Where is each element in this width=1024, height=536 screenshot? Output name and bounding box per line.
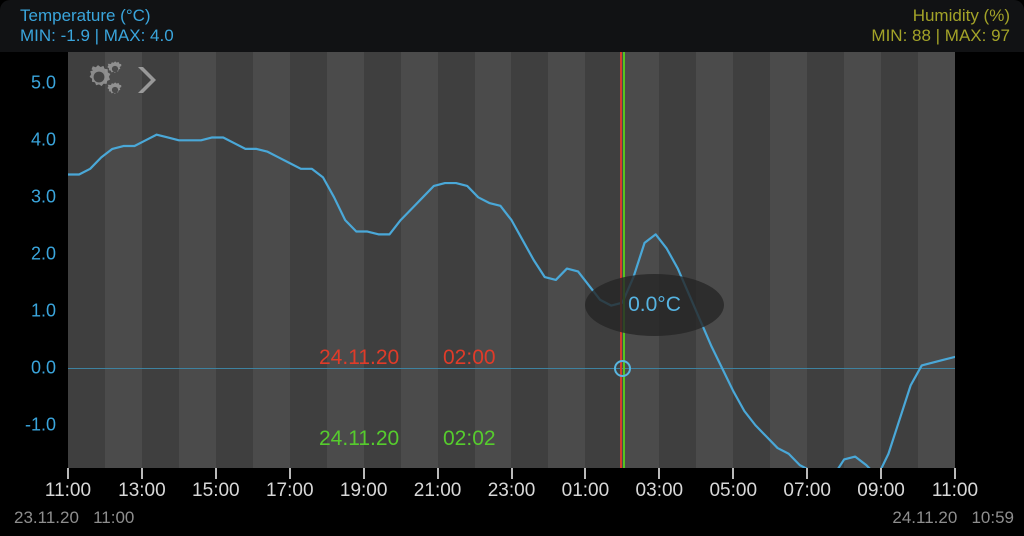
y-axis: 5.0 4.0 3.0 2.0 1.0 0.0 -1.0 — [0, 52, 68, 468]
y-axis-tick-label: 1.0 — [30, 300, 56, 321]
x-axis-tick-label: 09:00 — [857, 480, 905, 501]
x-axis-tick — [880, 468, 883, 479]
annotation-green-date: 24.11.20 — [319, 427, 400, 450]
humidity-title: Humidity (%) — [912, 6, 1010, 25]
x-axis-tick-label: 15:00 — [192, 480, 240, 501]
x-axis-tick — [140, 468, 143, 479]
x-axis-tick — [67, 468, 69, 479]
x-axis-tick — [584, 468, 587, 479]
temperature-title: Temperature (°C) — [20, 6, 151, 25]
x-axis-tick — [510, 468, 513, 479]
hour-band — [474, 52, 512, 468]
y-axis-tick-label: 3.0 — [30, 186, 56, 207]
hour-band — [696, 52, 734, 468]
x-axis-tick — [214, 468, 217, 479]
hour-band — [178, 52, 216, 468]
gears-icon[interactable] — [76, 60, 122, 100]
chart-plot-area[interactable]: 0.0°C 24.11.20 02:00 24.11.20 02:02 — [68, 52, 955, 468]
cursor-timestamp-annotation: 24.11.20 02:00 24.11.20 02:02 — [319, 290, 496, 468]
x-axis-tick-label: 11:00 — [44, 480, 92, 501]
annotation-row-green: 24.11.20 02:02 — [319, 425, 496, 452]
hour-band — [326, 52, 364, 468]
zero-baseline — [68, 368, 955, 370]
hour-band — [252, 52, 290, 468]
hour-band — [104, 52, 142, 468]
annotation-red-time: 02:00 — [443, 346, 496, 369]
tooltip-value: 0.0°C — [628, 293, 681, 316]
x-axis-tick-label: 01:00 — [561, 480, 610, 501]
humidity-legend[interactable]: Humidity (%) MIN: 88 | MAX: 97 — [871, 6, 1010, 46]
chevron-right-icon[interactable] — [134, 64, 156, 96]
hour-band — [400, 52, 438, 468]
annotation-row-red: 24.11.20 02:00 — [319, 344, 496, 371]
humidity-stats: MIN: 88 | MAX: 97 — [871, 26, 1010, 45]
y-axis-tick-label: 2.0 — [30, 243, 56, 264]
y-axis-tick-label: -1.0 — [24, 414, 56, 435]
hour-band — [548, 52, 586, 468]
cursor-line-red[interactable] — [620, 52, 623, 468]
hour-band — [770, 52, 808, 468]
cursor-line-green[interactable] — [623, 52, 626, 468]
x-axis-tick — [806, 468, 809, 479]
x-axis-tick-label: 23:00 — [487, 480, 536, 501]
chart-toolbar — [76, 60, 156, 100]
x-axis: 23.11.20 11:00 24.11.20 10:59 11:00 13:00… — [0, 468, 1024, 536]
cursor-point-marker[interactable] — [613, 359, 631, 377]
x-axis-tick-label: 17:00 — [265, 480, 314, 501]
x-axis-tick-label: 05:00 — [709, 480, 758, 501]
y-axis-tick-label: 4.0 — [30, 129, 56, 150]
x-axis-tick — [658, 468, 661, 479]
x-axis-tick — [954, 468, 956, 479]
x-axis-tick-label: 13:00 — [118, 480, 166, 501]
hour-band — [844, 52, 882, 468]
range-start-label: 23.11.20 11:00 — [14, 508, 135, 527]
temperature-stats: MIN: -1.9 | MAX: 4.0 — [20, 26, 174, 45]
temperature-legend[interactable]: Temperature (°C) MIN: -1.9 | MAX: 4.0 — [20, 6, 174, 46]
header-bar: Temperature (°C) MIN: -1.9 | MAX: 4.0 Hu… — [0, 0, 1024, 52]
x-axis-tick-label: 21:00 — [413, 480, 462, 501]
x-axis-tick-label: 07:00 — [783, 480, 831, 501]
x-axis-tick-label: 19:00 — [339, 480, 388, 501]
y-axis-tick-label: 5.0 — [30, 72, 56, 93]
x-axis-tick — [288, 468, 291, 479]
range-end-label: 24.11.20 10:59 — [892, 508, 1014, 527]
x-axis-tick — [732, 468, 735, 479]
annotation-green-time: 02:02 — [443, 427, 496, 450]
x-axis-tick-label: 11:00 — [931, 480, 979, 501]
x-axis-tick — [436, 468, 439, 479]
x-axis-tick-label: 03:00 — [635, 480, 684, 501]
y-axis-tick-label: 0.0 — [30, 357, 56, 378]
value-tooltip: 0.0°C — [585, 274, 724, 336]
hour-band — [918, 52, 955, 468]
annotation-red-date: 24.11.20 — [319, 346, 400, 369]
hour-bands — [68, 52, 955, 468]
hour-band — [622, 52, 660, 468]
x-axis-tick — [362, 468, 365, 479]
temperature-line-series — [68, 52, 955, 468]
